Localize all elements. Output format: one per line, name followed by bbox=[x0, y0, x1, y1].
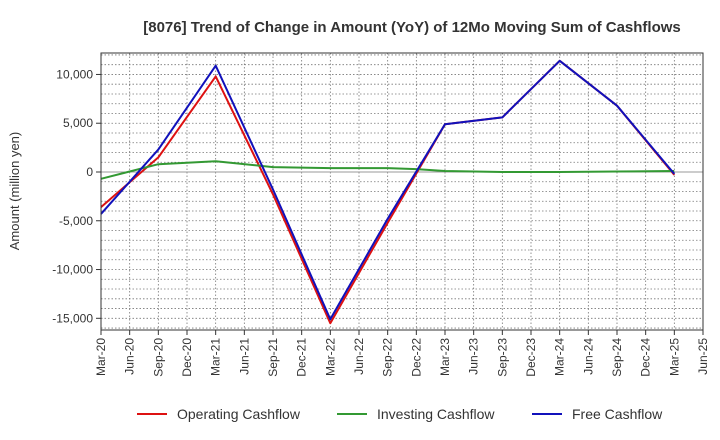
series-line-free-cashflow bbox=[100, 59, 676, 321]
x-tick-label: Jun-22 bbox=[352, 338, 366, 375]
x-tick-label: Dec-24 bbox=[639, 338, 653, 377]
chart-title: [8076] Trend of Change in Amount (YoY) o… bbox=[143, 19, 681, 36]
legend-label-investing-cashflow: Investing Cashflow bbox=[377, 406, 495, 422]
x-tick-label: Jun-23 bbox=[467, 338, 481, 375]
x-tick-label: Sep-24 bbox=[610, 338, 624, 377]
series-lines bbox=[100, 59, 676, 325]
x-tick-label: Mar-23 bbox=[438, 338, 452, 376]
y-tick-label: 10,000 bbox=[56, 67, 93, 81]
x-tick-label: Dec-21 bbox=[295, 338, 309, 377]
y-tick-label: -10,000 bbox=[52, 263, 93, 277]
legend-label-operating-cashflow: Operating Cashflow bbox=[177, 406, 301, 422]
x-tick-label: Jun-21 bbox=[237, 338, 251, 375]
x-tick-label: Jun-20 bbox=[123, 338, 137, 375]
x-tick-label: Mar-21 bbox=[209, 338, 223, 376]
legend: Operating Cashflow Investing Cashflow Free… bbox=[137, 406, 663, 422]
x-tick-label: Mar-25 bbox=[667, 338, 681, 376]
plot-area-border bbox=[100, 52, 704, 331]
y-axis-label: Amount (million yen) bbox=[7, 132, 22, 251]
y-tick-label: 5,000 bbox=[63, 116, 93, 130]
y-tick-label: 0 bbox=[86, 165, 93, 179]
x-tick-label: Jun-25 bbox=[696, 338, 710, 375]
grid bbox=[100, 53, 704, 330]
x-tick-label: Dec-23 bbox=[524, 338, 538, 377]
x-tick-label: Jun-24 bbox=[581, 338, 595, 375]
x-tick-label: Sep-20 bbox=[151, 338, 165, 377]
y-axis-ticks: 10,000 5,000 0 -5,000 -10,000 -15,000 bbox=[52, 67, 101, 325]
x-tick-label: Mar-24 bbox=[553, 338, 567, 376]
y-tick-label: -5,000 bbox=[59, 214, 93, 228]
x-tick-label: Mar-20 bbox=[94, 338, 108, 376]
series-line-investing-cashflow bbox=[100, 160, 675, 180]
x-tick-label: Mar-22 bbox=[323, 338, 337, 376]
x-tick-label: Dec-20 bbox=[180, 338, 194, 377]
series-line-operating-cashflow bbox=[100, 59, 676, 325]
x-tick-label: Sep-23 bbox=[495, 338, 509, 377]
x-axis-ticks: Mar-20 Jun-20 Sep-20 Dec-20 Mar-21 Jun-21 Sep-… bbox=[94, 330, 710, 377]
y-tick-label: -15,000 bbox=[52, 311, 93, 325]
legend-label-free-cashflow: Free Cashflow bbox=[572, 406, 663, 422]
x-tick-label: Sep-22 bbox=[381, 338, 395, 377]
x-tick-label: Sep-21 bbox=[266, 338, 280, 377]
x-tick-label: Dec-22 bbox=[409, 338, 423, 377]
